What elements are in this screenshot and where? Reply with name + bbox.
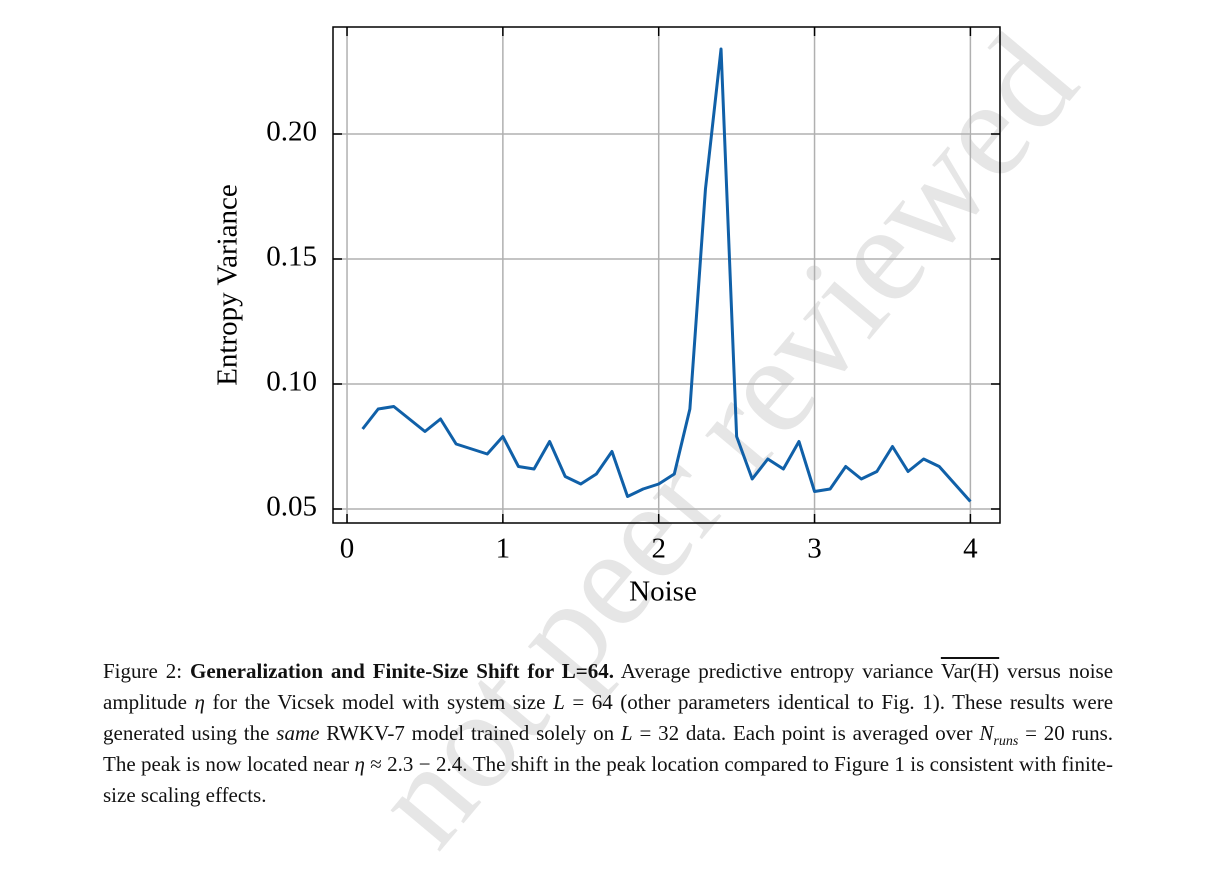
caption-text: for the Vicsek model with system size xyxy=(212,690,546,714)
caption-label: Figure 2: xyxy=(103,659,183,683)
y-tick-label: 0.20 xyxy=(266,116,317,148)
caption-emphasis: same xyxy=(276,721,320,745)
x-tick-label: 3 xyxy=(807,533,822,565)
x-tick-label: 0 xyxy=(340,533,355,565)
caption-text: = 20 runs. The peak is now located near xyxy=(103,721,1114,776)
caption-subscript: runs xyxy=(993,734,1019,750)
caption-text: Average predictive entropy variance xyxy=(620,659,934,683)
caption-math: η xyxy=(354,752,365,776)
caption-math: L xyxy=(553,690,565,714)
plot: 0.05 0.10 0.15 0.20 0 1 2 3 4 xyxy=(266,27,1000,565)
y-tick-label: 0.15 xyxy=(266,241,317,273)
x-axis-label: Noise xyxy=(629,576,697,608)
caption-text: ≈ 2.3 − 2.4. The shift in the peak locat… xyxy=(103,752,1113,807)
caption-math: N xyxy=(979,721,994,745)
plot-frame xyxy=(332,26,1001,524)
caption-text: = 64 (other parameters identical to Fig.… xyxy=(103,690,1114,745)
data-line xyxy=(361,47,972,503)
x-tick-label: 4 xyxy=(963,533,978,565)
caption: Figure 2: Generalization and Finite-Size… xyxy=(103,656,1113,811)
caption-text: = 32 data. Each point is averaged over xyxy=(639,721,973,745)
x-tick-label: 1 xyxy=(496,533,511,565)
caption-text: versus noise amplitude xyxy=(103,659,1114,714)
x-tick-label: 2 xyxy=(651,533,666,565)
caption-text: RWKV-7 model trained solely on xyxy=(326,721,615,745)
y-tick-label: 0.10 xyxy=(266,366,317,398)
y-axis-label: Entropy Variance xyxy=(212,184,244,386)
caption-title: Generalization and Finite-Size Shift for… xyxy=(190,659,614,683)
caption-math: η xyxy=(194,690,205,714)
y-tick-label: 0.05 xyxy=(266,491,317,523)
caption-math: L xyxy=(620,721,633,745)
caption-math: Var(H) xyxy=(940,659,1000,683)
